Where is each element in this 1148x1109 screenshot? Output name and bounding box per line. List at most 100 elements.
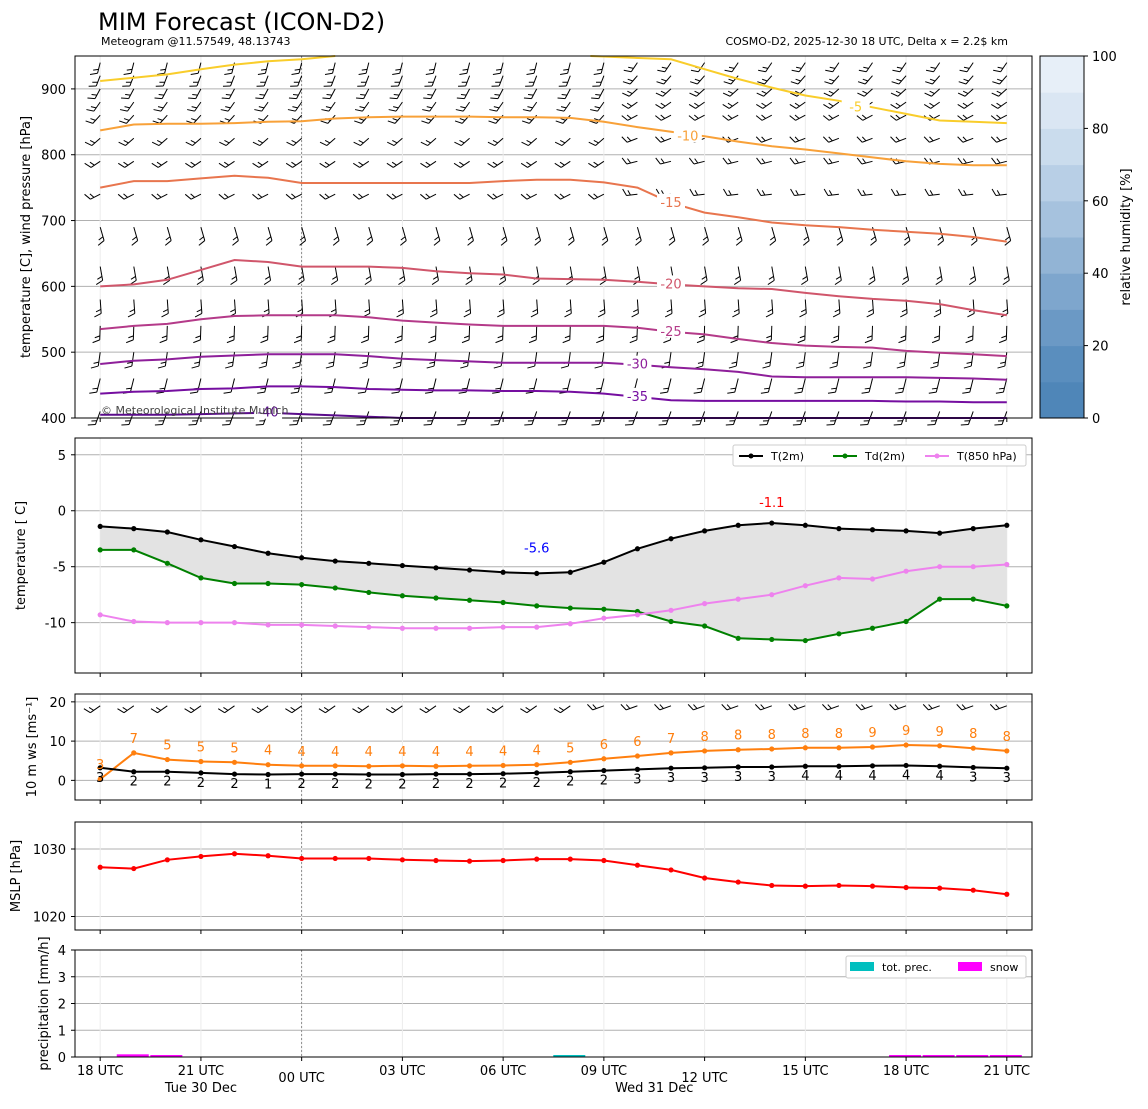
wind-barb bbox=[390, 86, 403, 102]
wind-barb bbox=[1000, 267, 1010, 285]
isotherm-line bbox=[100, 315, 1007, 356]
wind-barb bbox=[185, 155, 201, 169]
surface-wind-barb bbox=[688, 699, 704, 711]
colorbar-band bbox=[1040, 273, 1084, 310]
series-point bbox=[467, 763, 472, 768]
wind-barb bbox=[731, 267, 741, 285]
series-point bbox=[534, 571, 539, 576]
wind-barb bbox=[596, 326, 604, 343]
series-point bbox=[769, 592, 774, 597]
series-point bbox=[467, 859, 472, 864]
panel-0-ytick-label: 400 bbox=[41, 412, 66, 427]
wind-barb bbox=[624, 59, 638, 75]
wind-barb bbox=[356, 86, 369, 102]
series-point bbox=[198, 620, 203, 625]
wind-barb bbox=[124, 61, 134, 76]
series-point bbox=[769, 520, 774, 525]
wind-barb bbox=[794, 377, 805, 395]
chart-subtitle-right: COSMO-D2, 2025-12-30 18 UTC, Delta x = 2… bbox=[725, 35, 1008, 48]
series-point bbox=[366, 772, 371, 777]
wind-barb bbox=[555, 155, 571, 169]
isotherm-label: -25 bbox=[660, 325, 681, 340]
series-point bbox=[803, 884, 808, 889]
wind-barb bbox=[597, 227, 608, 245]
series-point bbox=[232, 581, 237, 586]
series-point bbox=[937, 597, 942, 602]
wind-barb bbox=[85, 133, 100, 147]
panel-1-ytick-label: 0 bbox=[58, 505, 66, 520]
series-point bbox=[98, 612, 103, 617]
wind-barb bbox=[925, 84, 940, 99]
wind-barb bbox=[186, 133, 201, 147]
series-point bbox=[568, 621, 573, 626]
series-point bbox=[131, 547, 136, 552]
series-point bbox=[635, 863, 640, 868]
colorbar-band bbox=[1040, 201, 1084, 238]
series-point bbox=[903, 528, 908, 533]
series-point bbox=[198, 770, 203, 775]
series-point bbox=[702, 623, 707, 628]
series-point bbox=[400, 857, 405, 862]
wind-barb bbox=[857, 132, 873, 144]
wind-barb bbox=[727, 377, 738, 395]
wind-barb bbox=[796, 351, 805, 369]
series-point bbox=[870, 576, 875, 581]
series-point bbox=[467, 598, 472, 603]
series-point bbox=[299, 622, 304, 627]
wind-barb bbox=[228, 227, 239, 245]
wind-barb bbox=[991, 132, 1007, 144]
series-point bbox=[501, 625, 506, 630]
wind-barb bbox=[657, 59, 671, 75]
series-point bbox=[400, 563, 405, 568]
wind-barb bbox=[161, 227, 172, 245]
series-point bbox=[165, 561, 170, 566]
panel-1-ylabel: temperature [ C] bbox=[14, 501, 29, 610]
wind-barb bbox=[929, 377, 940, 395]
series-point bbox=[601, 858, 606, 863]
x-tick-label: 18 UTC bbox=[77, 1064, 123, 1079]
series-value-label: 4 bbox=[835, 769, 843, 784]
wind-barb bbox=[126, 326, 134, 343]
wind-barb bbox=[287, 111, 302, 126]
surface-wind-barb bbox=[755, 699, 771, 711]
wind-barb bbox=[866, 300, 874, 317]
wind-barb bbox=[656, 96, 671, 110]
isotherm-label: -20 bbox=[660, 277, 681, 292]
wind-barb bbox=[622, 109, 638, 122]
series-point bbox=[736, 523, 741, 528]
series-point bbox=[501, 858, 506, 863]
wind-barb bbox=[328, 267, 338, 285]
series-line-mslp bbox=[100, 854, 1007, 895]
series-value-label: 6 bbox=[633, 735, 641, 750]
wind-barb bbox=[391, 377, 402, 395]
wind-barb bbox=[831, 326, 839, 343]
isotherm-line bbox=[100, 354, 1007, 380]
wind-barb bbox=[790, 96, 805, 110]
wind-barb bbox=[991, 109, 1007, 122]
wind-barb bbox=[392, 61, 402, 76]
wind-barb bbox=[597, 267, 607, 285]
wind-barb bbox=[253, 155, 269, 169]
wind-barb bbox=[86, 111, 101, 126]
wind-barb bbox=[660, 377, 671, 395]
panel-3-ytick-label: 1020 bbox=[33, 911, 66, 926]
wind-barb bbox=[791, 71, 805, 86]
series-point bbox=[836, 631, 841, 636]
wind-barb bbox=[899, 326, 907, 343]
wind-barb bbox=[828, 377, 839, 395]
series-point bbox=[433, 858, 438, 863]
wind-barb bbox=[420, 188, 436, 201]
wind-barb bbox=[395, 326, 403, 343]
wind-barb bbox=[695, 351, 704, 369]
series-point bbox=[769, 883, 774, 888]
wind-barb bbox=[258, 61, 268, 76]
wind-barb bbox=[362, 267, 372, 285]
series-value-label: 2 bbox=[298, 777, 306, 792]
wind-barb bbox=[359, 61, 369, 76]
x-tick-label: 03 UTC bbox=[379, 1064, 425, 1079]
wind-barb bbox=[799, 227, 810, 245]
series-point bbox=[265, 772, 270, 777]
series-point bbox=[635, 612, 640, 617]
series-point bbox=[668, 750, 673, 755]
surface-wind-barb bbox=[990, 699, 1006, 711]
